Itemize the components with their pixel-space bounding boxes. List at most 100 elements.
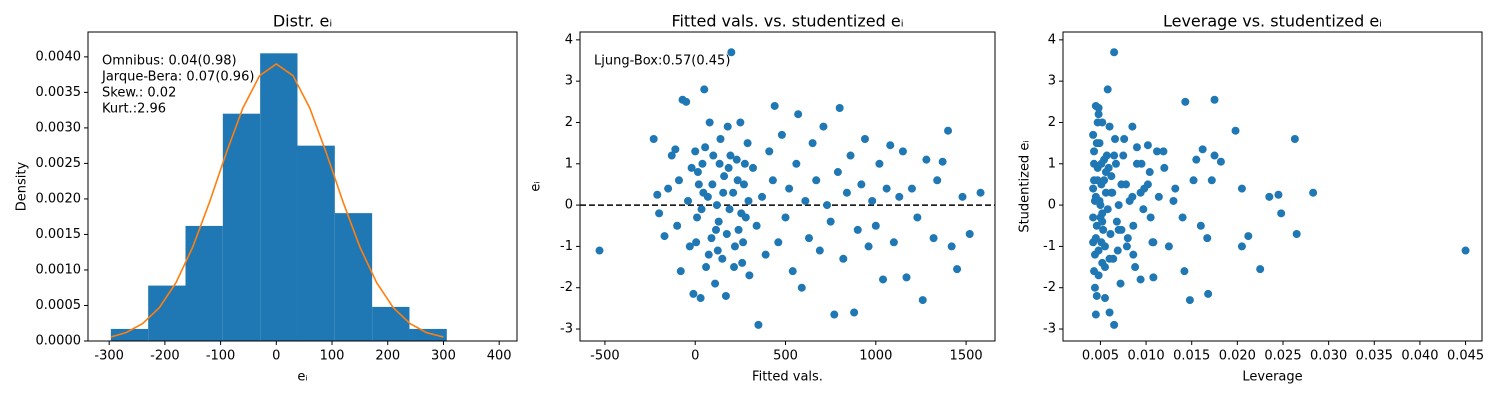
point: [1164, 242, 1173, 251]
point: [1181, 97, 1190, 106]
x-tick-label: 0.030: [1310, 349, 1347, 364]
point: [733, 176, 742, 185]
point: [770, 101, 779, 110]
point: [1092, 139, 1101, 148]
point: [976, 188, 985, 197]
point: [671, 145, 680, 154]
point: [835, 104, 844, 113]
point: [726, 151, 735, 160]
point: [850, 308, 859, 317]
point: [685, 242, 694, 251]
point: [857, 180, 866, 189]
point: [723, 122, 732, 131]
x-tick-label: 0.040: [1401, 349, 1438, 364]
point: [1108, 188, 1117, 197]
point: [1092, 291, 1101, 300]
point: [1090, 147, 1099, 156]
point: [965, 230, 974, 239]
x-tick-label: -100: [206, 349, 236, 364]
chart-title: Leverage vs. studentized eᵢ: [1163, 12, 1382, 31]
point: [1136, 275, 1145, 284]
x-tick-label: 0.015: [1173, 349, 1210, 364]
point: [1196, 221, 1205, 230]
x-tick-label: 300: [431, 349, 456, 364]
point: [719, 188, 728, 197]
point: [1089, 184, 1098, 193]
point: [1105, 254, 1114, 263]
point: [1185, 296, 1194, 305]
point: [730, 263, 739, 272]
x-tick-label: 1500: [950, 349, 983, 364]
y-tick-label: 0: [1048, 198, 1056, 213]
point: [1265, 192, 1274, 201]
point: [788, 267, 797, 276]
point: [823, 201, 832, 210]
point: [739, 238, 748, 247]
plot-area: [110, 53, 447, 341]
x-tick-label: 0.035: [1356, 349, 1393, 364]
point: [1292, 230, 1301, 239]
point: [812, 176, 821, 185]
y-tick-label: -2: [560, 280, 573, 295]
point: [1203, 234, 1212, 243]
point: [913, 213, 922, 222]
point: [1274, 190, 1283, 199]
point: [774, 238, 783, 247]
point: [1093, 176, 1102, 185]
point: [1100, 294, 1109, 303]
x-tick-label: 0.025: [1264, 349, 1301, 364]
point: [736, 118, 745, 127]
hist-bar: [110, 328, 149, 341]
point: [721, 291, 730, 300]
point: [886, 141, 895, 150]
point: [1093, 118, 1102, 127]
point: [1094, 104, 1103, 113]
point: [1103, 205, 1112, 214]
point: [705, 118, 714, 127]
y-tick-label: 0.0030: [36, 120, 82, 135]
point: [1169, 196, 1178, 205]
point: [1090, 159, 1099, 168]
point: [1149, 238, 1158, 247]
point: [758, 192, 767, 201]
point: [698, 159, 707, 168]
point: [1180, 267, 1189, 276]
annotation: Skew.: 0.02: [102, 86, 176, 101]
point: [712, 201, 721, 210]
point: [1110, 48, 1119, 57]
y-axis-label: eᵢ: [529, 181, 544, 191]
point: [720, 172, 729, 181]
plot-area: [1089, 48, 1470, 329]
point: [922, 155, 931, 164]
point: [1090, 267, 1099, 276]
point: [752, 221, 761, 230]
point: [673, 221, 682, 230]
point: [785, 184, 794, 193]
point: [732, 155, 741, 164]
point: [794, 110, 803, 119]
point: [765, 147, 774, 156]
point: [711, 225, 720, 234]
point: [1207, 176, 1216, 185]
y-tick-label: -3: [1043, 322, 1056, 337]
point: [653, 190, 662, 199]
point: [1256, 265, 1265, 274]
point: [808, 139, 817, 148]
point: [1123, 234, 1132, 243]
y-tick-label: 0.0015: [36, 227, 82, 242]
x-tick-label: 0.010: [1127, 349, 1164, 364]
chart-title: Distr. eᵢ: [273, 12, 332, 31]
point: [1089, 130, 1098, 139]
point: [804, 234, 813, 243]
point: [889, 238, 898, 247]
point: [1099, 225, 1108, 234]
point: [697, 205, 706, 214]
point: [1102, 151, 1111, 160]
point: [1146, 213, 1155, 222]
y-tick-label: 2: [565, 115, 573, 130]
point: [749, 163, 758, 172]
plot-area: [580, 48, 995, 329]
point: [1129, 250, 1138, 259]
point: [842, 188, 851, 197]
